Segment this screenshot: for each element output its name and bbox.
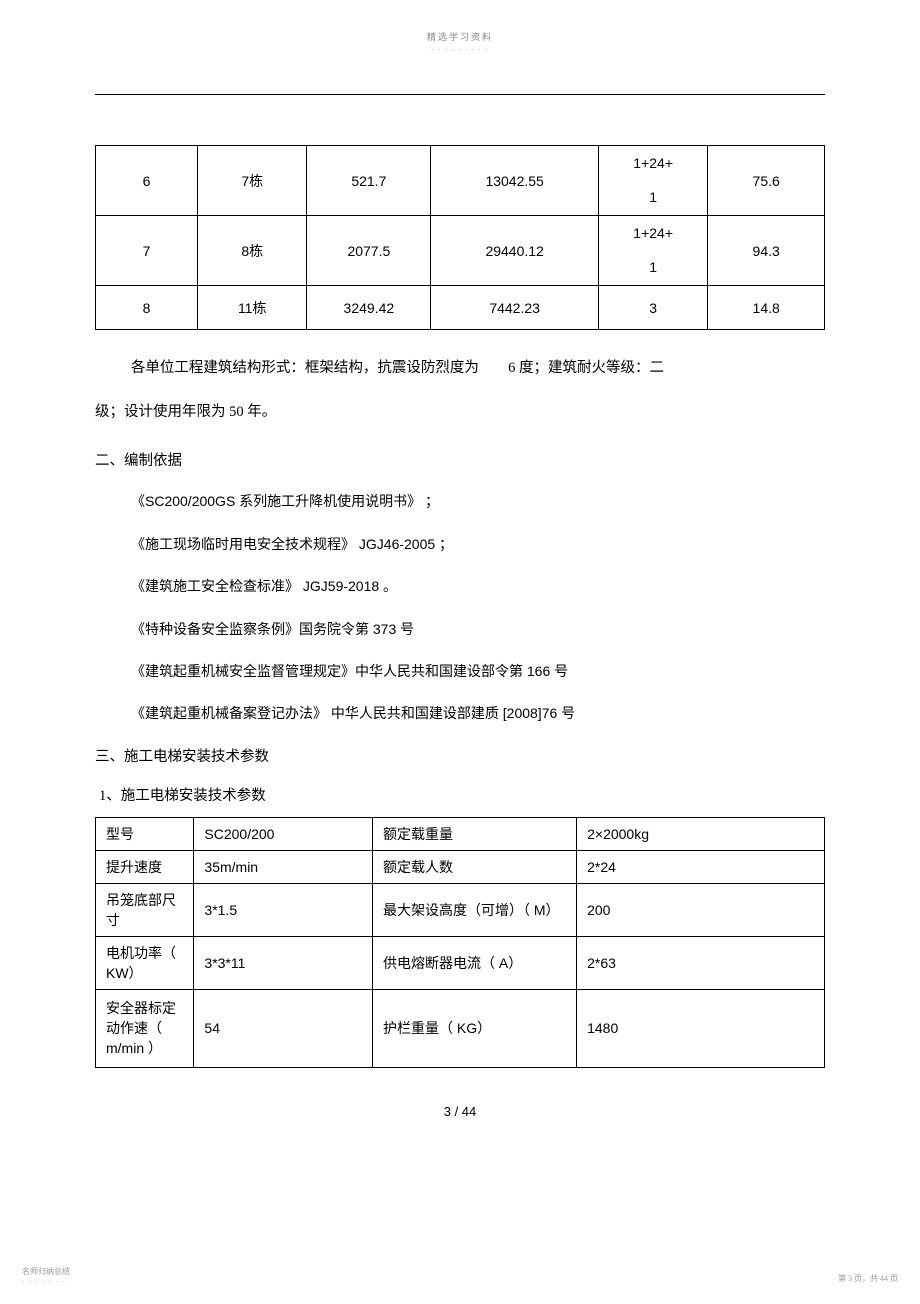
table-row: 811栋3249.427442.23314.8 — [96, 286, 825, 330]
table-row: 型号SC200/200额定载重量2×2000kg — [96, 817, 825, 850]
table-cell: 8栋 — [198, 216, 307, 286]
table-row: 78栋2077.529440.121+24+194.3 — [96, 216, 825, 286]
elevator-params-table: 型号SC200/200额定载重量2×2000kg提升速度35m/min额定载人数… — [95, 817, 825, 1068]
section-heading: 三、施工电梯安装技术参数 — [95, 745, 825, 766]
footer-left: 名师归纳总结 - - - - - - - — [22, 1266, 70, 1286]
table-cell: 最大架设高度（可增）（ M） — [373, 883, 577, 936]
table-cell: 额定载人数 — [373, 850, 577, 883]
reference-item: 《特种设备安全监察条例》国务院令第 373 号 — [131, 618, 825, 640]
table-cell: 11栋 — [198, 286, 307, 330]
table-cell: 2077.5 — [307, 216, 431, 286]
table-cell: 2*63 — [577, 936, 825, 989]
body-paragraph: 级；设计使用年限为 50 年。 — [95, 394, 825, 432]
section-heading: 二、编制依据 — [95, 449, 825, 470]
table-cell: 54 — [194, 989, 373, 1067]
table-row: 提升速度35m/min额定载人数2*24 — [96, 850, 825, 883]
doc-watermark-header: 精选学习资料 — [95, 30, 825, 43]
table-cell: 护栏重量（ KG） — [373, 989, 577, 1067]
paragraph-text: 6 度；建筑耐火等级：二 — [508, 360, 664, 376]
reference-item: 《建筑施工安全检查标准》 JGJ59-2018 。 — [131, 575, 825, 597]
table-cell: 3249.42 — [307, 286, 431, 330]
building-summary-table: 67栋521.713042.551+24+175.678栋2077.529440… — [95, 145, 825, 330]
table-cell: 8 — [96, 286, 198, 330]
table-row: 吊笼底部尺寸3*1.5最大架设高度（可增）（ M）200 — [96, 883, 825, 936]
reference-list: 《SC200/200GS 系列施工升降机使用说明书》 ； 《施工现场临时用电安全技… — [95, 490, 825, 724]
table-row: 安全器标定动作速（ m/min ）54护栏重量（ KG）1480 — [96, 989, 825, 1067]
table-cell: 521.7 — [307, 146, 431, 216]
horizontal-rule — [95, 94, 825, 95]
reference-item: 《建筑起重机械备案登记办法》 中华人民共和国建设部建质 [2008]76 号 — [131, 702, 825, 724]
table-cell: 7442.23 — [431, 286, 599, 330]
table-cell: 3*1.5 — [194, 883, 373, 936]
table-cell: SC200/200 — [194, 817, 373, 850]
footer-dots: - - - - - - - — [22, 1277, 66, 1286]
table-cell: 额定载重量 — [373, 817, 577, 850]
reference-item: 《施工现场临时用电安全技术规程》 JGJ46-2005 ； — [131, 533, 825, 555]
table-cell: 安全器标定动作速（ m/min ） — [96, 989, 194, 1067]
table-cell: 型号 — [96, 817, 194, 850]
table-cell: 2*24 — [577, 850, 825, 883]
table-cell: 2×2000kg — [577, 817, 825, 850]
table-row: 电机功率（ KW）3*3*11供电熔断器电流（ A）2*63 — [96, 936, 825, 989]
footer-text: 名师归纳总结 — [22, 1267, 70, 1276]
body-paragraph: 各单位工程建筑结构形式：框架结构，抗震设防烈度为 6 度；建筑耐火等级：二 — [95, 350, 825, 388]
reference-item: 《SC200/200GS 系列施工升降机使用说明书》 ； — [131, 490, 825, 512]
table-cell: 1+24+1 — [598, 216, 707, 286]
table-cell: 3 — [598, 286, 707, 330]
table-cell: 吊笼底部尺寸 — [96, 883, 194, 936]
table-cell: 3*3*11 — [194, 936, 373, 989]
table-cell: 75.6 — [708, 146, 825, 216]
table-cell: 6 — [96, 146, 198, 216]
doc-watermark-dots: - - - - - - - - - — [95, 45, 825, 54]
table-cell: 13042.55 — [431, 146, 599, 216]
table-row: 67栋521.713042.551+24+175.6 — [96, 146, 825, 216]
table-cell: 1+24+1 — [598, 146, 707, 216]
table-cell: 94.3 — [708, 216, 825, 286]
table-cell: 35m/min — [194, 850, 373, 883]
table-cell: 提升速度 — [96, 850, 194, 883]
page-number: 3 / 44 — [95, 1104, 825, 1119]
table-cell: 29440.12 — [431, 216, 599, 286]
table-cell: 供电熔断器电流（ A） — [373, 936, 577, 989]
table-cell: 电机功率（ KW） — [96, 936, 194, 989]
paragraph-text: 各单位工程建筑结构形式：框架结构，抗震设防烈度为 — [131, 360, 479, 376]
footer-right: 第 3 页，共 44 页 — [838, 1273, 898, 1284]
reference-item: 《建筑起重机械安全监督管理规定》中华人民共和国建设部令第 166 号 — [131, 660, 825, 682]
table-cell: 7 — [96, 216, 198, 286]
table-cell: 14.8 — [708, 286, 825, 330]
table-cell: 7栋 — [198, 146, 307, 216]
table-cell: 200 — [577, 883, 825, 936]
table-cell: 1480 — [577, 989, 825, 1067]
subsection-heading: 1、施工电梯安装技术参数 — [99, 784, 825, 805]
